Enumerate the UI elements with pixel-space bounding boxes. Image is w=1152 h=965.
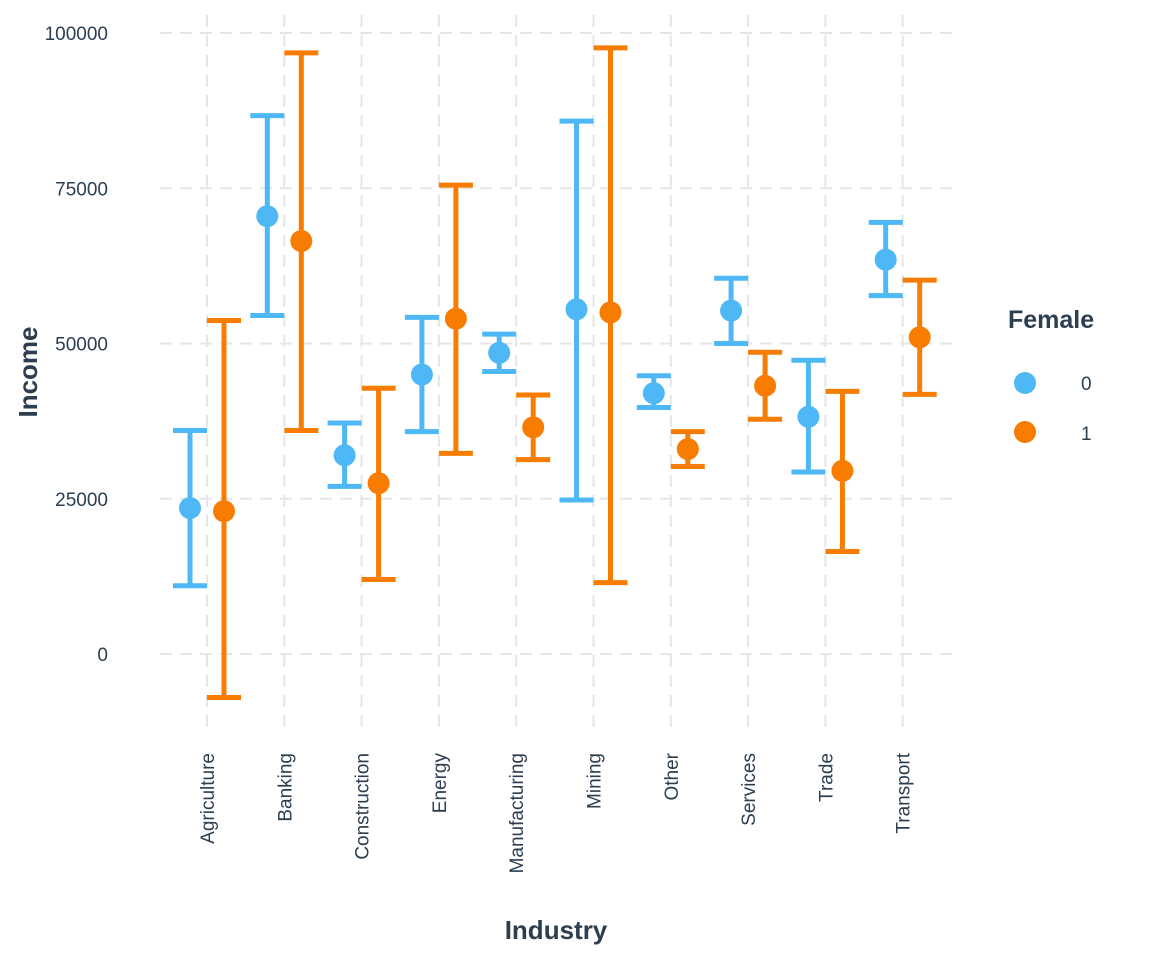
legend-label-1: 1 (1081, 424, 1092, 445)
mean-point (333, 444, 356, 467)
series (173, 45, 937, 700)
mean-point (565, 298, 588, 321)
y-tick-label: 0 (97, 645, 108, 666)
legend-item-1: 1 (1014, 421, 1092, 445)
legend-item-0: 0 (1014, 372, 1092, 395)
x-tick-label: Banking (275, 753, 296, 822)
x-tick-label: Other (662, 752, 683, 800)
mean-point (797, 405, 820, 428)
legend-key-0 (1014, 372, 1036, 394)
mean-point (874, 248, 897, 271)
x-tick-label: Services (739, 753, 760, 826)
x-tick-label: Mining (585, 753, 606, 809)
mean-point (642, 382, 665, 405)
x-tick-label: Transport (894, 752, 915, 833)
legend-title: Female (1008, 306, 1094, 334)
x-tick-label: Manufacturing (507, 753, 528, 873)
legend-key-1 (1014, 421, 1036, 443)
mean-point (367, 472, 390, 495)
x-axis-ticks: Agriculture Banking Construction Energy Manu… (198, 752, 915, 873)
y-tick-label: 25000 (55, 490, 108, 511)
mean-point (179, 497, 201, 520)
legend: Female 0 1 (1008, 306, 1094, 445)
mean-point (290, 230, 313, 253)
mean-point (488, 341, 511, 364)
x-tick-label: Trade (816, 753, 837, 802)
y-tick-label: 100000 (45, 24, 108, 45)
mean-point (831, 459, 854, 482)
x-tick-label: Construction (353, 753, 374, 860)
y-tick-label: 50000 (55, 335, 108, 356)
mean-point (410, 363, 433, 386)
mean-point (599, 301, 622, 324)
mean-point (522, 416, 545, 439)
grid (160, 15, 953, 735)
x-axis-title: Industry (505, 915, 608, 945)
y-tick-label: 75000 (55, 179, 108, 200)
y-axis-ticks: 0 25000 50000 75000 100000 (45, 24, 108, 666)
legend-label-0: 0 (1081, 374, 1092, 395)
series-0 (173, 113, 903, 589)
x-tick-label: Energy (430, 753, 451, 814)
mean-point (720, 299, 743, 322)
x-tick-label: Agriculture (198, 753, 219, 844)
series-1 (207, 45, 937, 700)
mean-point (676, 438, 699, 461)
mean-point (213, 500, 235, 523)
mean-point (908, 326, 931, 349)
y-axis-title: Income (13, 326, 43, 417)
mean-point (256, 205, 279, 228)
mean-point (444, 307, 467, 330)
mean-point (754, 374, 777, 397)
